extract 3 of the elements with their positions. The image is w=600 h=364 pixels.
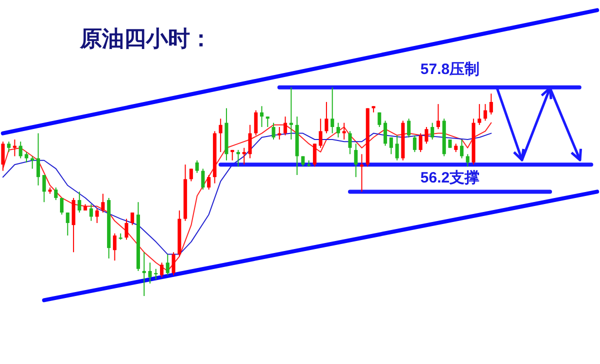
chart-title: 原油四小时： bbox=[79, 26, 212, 51]
annotation: 56.2支撑 bbox=[420, 170, 480, 187]
text: 57.8压制 bbox=[420, 60, 480, 78]
